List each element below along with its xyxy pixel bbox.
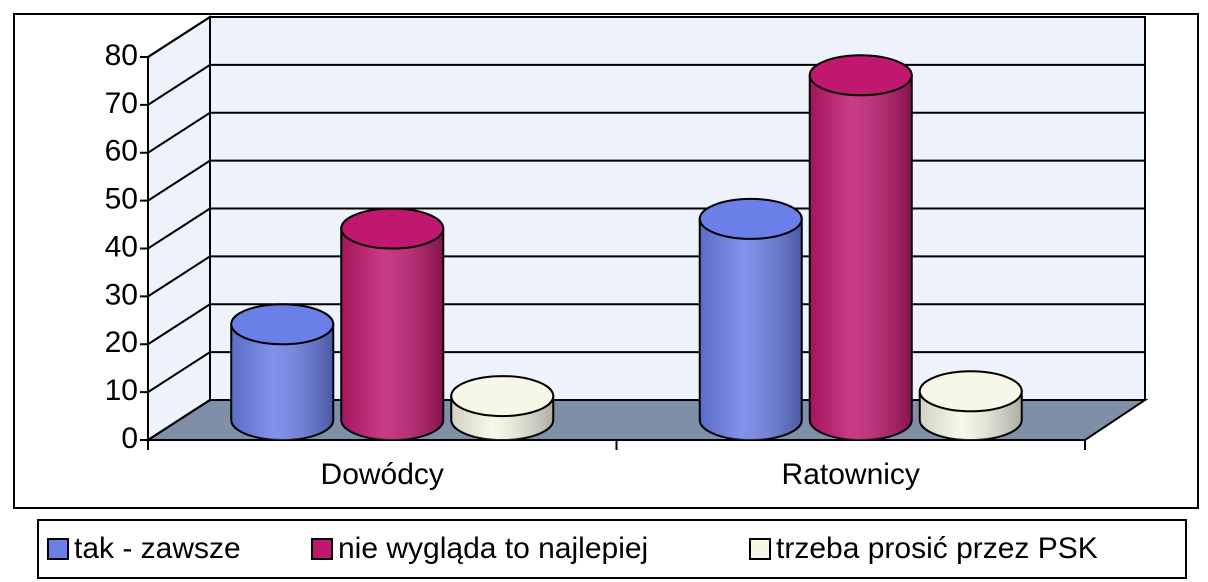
cylinder-top: [230, 303, 335, 346]
grid-line: [147, 159, 211, 202]
cylinder-shade: [341, 228, 444, 440]
y-tick-label: 80: [105, 39, 138, 72]
y-tick-label: 50: [105, 183, 138, 216]
legend-swatch: [749, 538, 771, 560]
x-tick-label: Ratownicy: [782, 458, 920, 491]
y-tick-label: 70: [105, 87, 138, 120]
y-tick-label: 60: [105, 135, 138, 168]
cylinder-top: [698, 197, 803, 240]
y-tick-label: 40: [105, 230, 138, 263]
x-tick-label: Dowódcy: [321, 458, 444, 491]
cylinder-top: [450, 375, 555, 418]
legend-frame: [37, 519, 1187, 579]
legend-label: nie wygląda to najlepiej: [338, 532, 648, 565]
cylinder-top: [808, 54, 913, 97]
legend-label: trzeba prosić przez PSK: [776, 532, 1098, 565]
grid-line: [147, 399, 211, 441]
cylinder-shade: [809, 75, 912, 440]
grid-line: [147, 111, 211, 154]
y-tick-label: 20: [105, 326, 138, 359]
legend-label: tak - zawsze: [74, 532, 241, 565]
legend-swatch: [311, 538, 333, 560]
y-tick-label: 0: [121, 422, 138, 455]
cylinder-shade: [699, 218, 802, 440]
cylinder-top: [918, 370, 1023, 413]
grid-line: [147, 351, 211, 393]
cylinder-top: [340, 207, 445, 250]
grid-line: [147, 303, 211, 346]
grid-line: [147, 255, 211, 298]
legend-swatch: [47, 538, 69, 560]
cylinder-shade: [231, 324, 334, 440]
y-tick-label: 10: [105, 374, 138, 407]
grid-line: [147, 207, 211, 250]
grid-line: [147, 64, 211, 106]
grid-line: [147, 16, 211, 58]
y-tick-label: 30: [105, 278, 138, 311]
